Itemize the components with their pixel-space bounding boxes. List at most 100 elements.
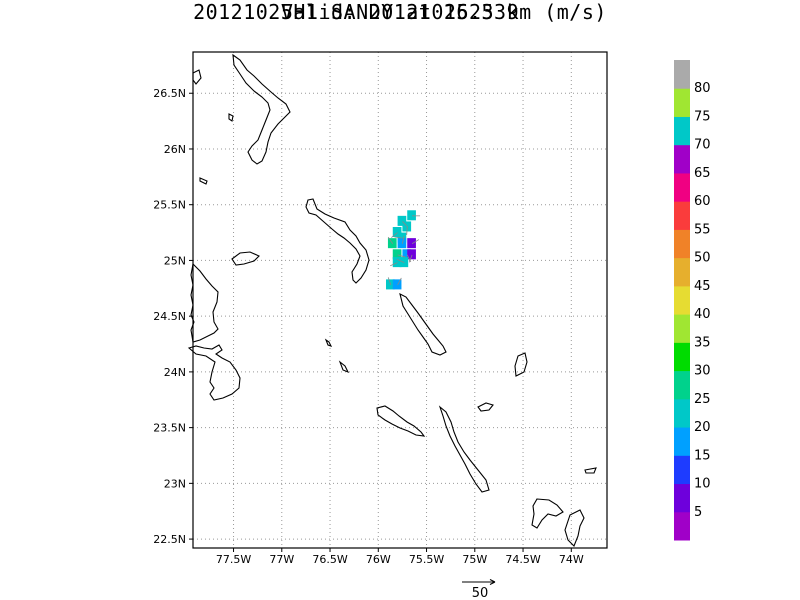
wind-vector <box>402 221 409 228</box>
coastline-south-andros <box>187 344 241 401</box>
wind-cell <box>392 257 402 268</box>
chart-title-line1: 20121025H1 SANDY at 16.5 km (m/s) <box>193 0 607 24</box>
coastline-islet-2 <box>199 177 208 185</box>
coastline-rum-cay <box>477 402 494 412</box>
colorbar-label: 50 <box>694 251 711 266</box>
wind-cell <box>392 279 402 290</box>
colorbar-segment <box>674 229 690 259</box>
lat-tick-label: 23.5N <box>153 422 186 435</box>
colorbar-label: 70 <box>694 138 711 153</box>
chart-title-line2: Valid: 201210252339 <box>280 0 520 24</box>
wind-vector <box>387 277 392 286</box>
wind-vector <box>390 262 398 267</box>
colorbar-segment <box>674 455 690 485</box>
coastline-san-salvador <box>514 352 528 377</box>
grid-lines <box>189 52 607 552</box>
colorbar-label: 35 <box>694 335 711 350</box>
colorbar-segment <box>674 483 690 513</box>
coastline-islet-4 <box>338 360 350 374</box>
coastline-andros <box>190 262 219 343</box>
lon-tick-label: 77W <box>269 553 294 566</box>
colorbar-label: 25 <box>694 392 711 407</box>
colorbar-label: 5 <box>694 505 702 520</box>
colorbar-segment <box>674 201 690 230</box>
colorbar-label: 15 <box>694 448 711 463</box>
wind-vector <box>391 232 398 238</box>
coastline-islet-3 <box>324 338 333 347</box>
colorbar-segment <box>674 342 690 372</box>
lat-tick-label: 24N <box>164 366 186 379</box>
colorbar-segment <box>674 427 690 456</box>
colorbar-segment <box>674 172 690 202</box>
lon-tick-label: 74W <box>559 553 584 566</box>
wind-cell <box>392 226 402 238</box>
coastlines <box>187 53 597 547</box>
coastline-acklins <box>564 509 585 547</box>
lat-tick-label: 22.5N <box>153 533 186 546</box>
colorbar-label: 40 <box>694 307 711 322</box>
coastline-abaco <box>232 53 291 165</box>
wind-cell <box>407 238 416 249</box>
wind-vector <box>387 236 394 244</box>
wind-cell <box>397 232 407 243</box>
wind-cell <box>397 238 407 249</box>
wind-vectors <box>387 215 421 286</box>
wind-cell <box>392 249 402 260</box>
colorbar-label: 55 <box>694 222 711 237</box>
colorbar-label: 80 <box>694 81 711 96</box>
reference-vector-label: 50 <box>472 586 489 600</box>
colorbar-segment <box>674 370 690 400</box>
colorbar-label: 10 <box>694 477 711 492</box>
wind-cell <box>407 210 416 221</box>
colorbar-segment <box>674 257 690 287</box>
lat-tick-label: 24.5N <box>153 310 186 323</box>
lon-tick-label: 75W <box>462 553 487 566</box>
colorbar-label: 45 <box>694 279 711 294</box>
lat-tick-label: 23N <box>164 477 186 490</box>
lat-tick-label: 26.5N <box>153 87 186 100</box>
colorbar-segment <box>674 144 690 174</box>
coastline-islet-1 <box>228 113 234 122</box>
coastline-eleuthera <box>305 198 370 284</box>
colorbar-segment <box>674 511 690 541</box>
wind-cell <box>402 249 412 260</box>
colorbar-label: 30 <box>694 364 711 379</box>
lon-tick-label: 75.5W <box>409 553 444 566</box>
wind-cell <box>407 249 416 260</box>
coastline-new-providence <box>231 251 260 266</box>
wind-vector <box>394 236 403 239</box>
reference-vector-head <box>489 579 496 585</box>
lon-tick-label: 74.5W <box>505 553 540 566</box>
coastline-great-exuma <box>376 405 426 437</box>
lon-tick-label: 76.5W <box>312 553 347 566</box>
colorbar-segment <box>674 88 690 117</box>
colorbar-segment <box>674 314 690 343</box>
longitude-labels: 77.5W 77W 76.5W 76W 75.5W 75W 74.5W 74W <box>216 553 584 566</box>
coastline-long-island <box>438 405 490 493</box>
coastline-grand-bahama <box>192 69 202 85</box>
lon-tick-label: 77.5W <box>216 553 251 566</box>
colorbar-segment <box>674 285 690 315</box>
lat-tick-label: 26N <box>164 143 186 156</box>
wind-vector <box>396 259 405 264</box>
latitude-labels: 26.5N 26N 25.5N 25N 24.5N 24N 23.5N 23N 22.5N <box>153 87 186 546</box>
coastline-exuma-cays <box>399 292 447 356</box>
colorbar-segment <box>674 60 690 89</box>
wind-vector <box>411 239 420 245</box>
wind-vector <box>408 254 413 263</box>
coastline-crooked-island <box>531 498 564 529</box>
colorbar: 5 10 15 20 25 30 35 40 45 50 55 60 65 70 75 80 <box>674 60 711 541</box>
wind-cells <box>386 210 416 290</box>
wind-cell <box>397 215 407 226</box>
colorbar-segment <box>674 398 690 428</box>
colorbar-label: 65 <box>694 166 711 181</box>
colorbar-label: 60 <box>694 194 711 209</box>
lon-tick-label: 76W <box>366 553 391 566</box>
lat-tick-label: 25.5N <box>153 199 186 212</box>
wind-vector <box>397 254 406 258</box>
map-frame <box>192 51 608 549</box>
colorbar-label: 20 <box>694 420 711 435</box>
wind-vector <box>406 226 408 236</box>
coastline-islet-5 <box>584 467 597 474</box>
